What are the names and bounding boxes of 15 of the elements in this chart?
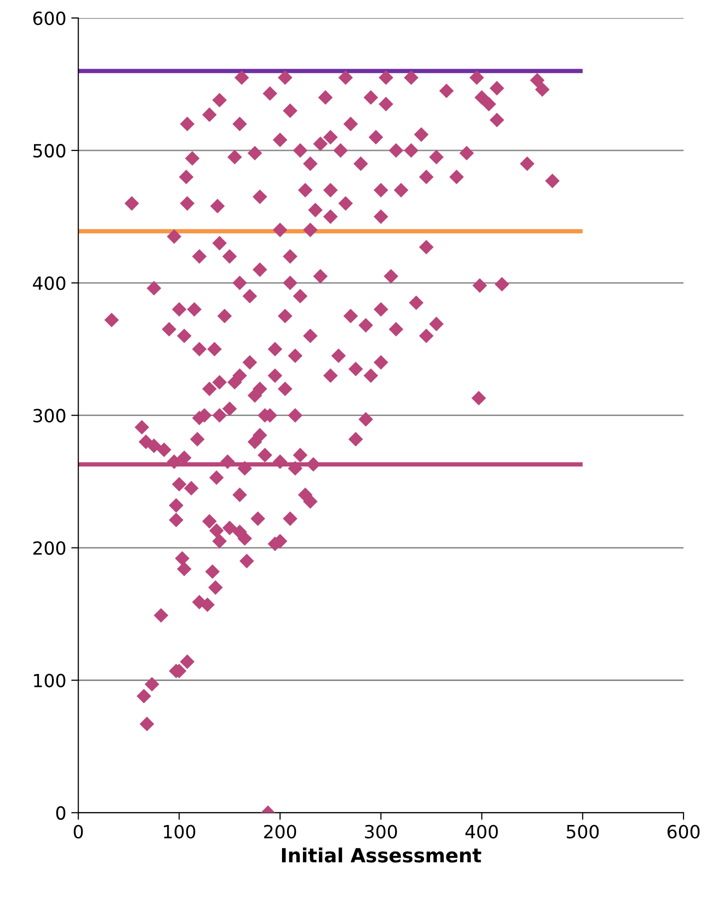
x-tick-label: 600 — [668, 824, 700, 838]
x-tick-label: 200 — [264, 824, 296, 838]
y-tick-label: 300 — [33, 408, 66, 422]
y-tick-label: 200 — [33, 541, 66, 555]
x-tick-label: 0 — [74, 824, 83, 838]
x-tick-label: 300 — [365, 824, 397, 838]
y-tick-label: 400 — [32, 276, 66, 290]
x-tick-label: 100 — [164, 824, 196, 838]
y-tick-label: 600 — [33, 11, 66, 26]
x-tick-label: 500 — [566, 824, 599, 838]
y-tick-label: 0 — [56, 806, 66, 820]
y-tick-label: 100 — [34, 674, 66, 688]
y-tick-label: 500 — [33, 144, 66, 158]
x-axis-title: Initial Assessment — [282, 848, 482, 863]
x-tick-label: 400 — [465, 824, 498, 838]
